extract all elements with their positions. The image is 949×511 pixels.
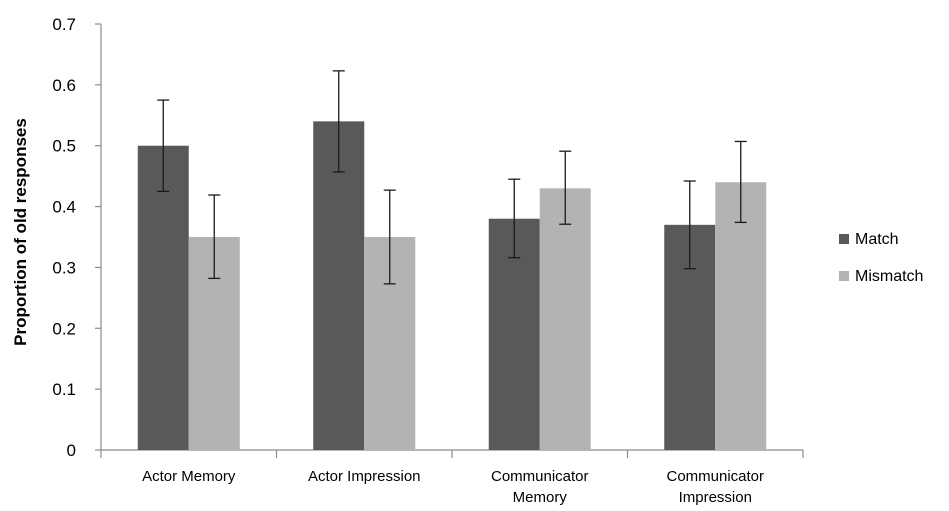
- bar-match-1: [137, 145, 189, 450]
- legend-label: Mismatch: [855, 268, 923, 285]
- y-axis-label: Proportion of old responses: [11, 118, 30, 346]
- y-tick-label: 0.3: [52, 258, 76, 277]
- legend-swatch: [839, 234, 849, 244]
- plot-area: 0 0.1 0.2 0.3 0.4 0.5 0.6 0.7 Actor Memory Actor …: [52, 15, 804, 506]
- error-bar: [157, 99, 170, 193]
- y-tick-label: 0.4: [52, 198, 76, 217]
- error-bar: [734, 140, 747, 224]
- legend-swatch: [839, 271, 849, 281]
- y-tick-label: 0: [67, 441, 76, 460]
- error-bar: [208, 194, 221, 280]
- error-bar: [332, 70, 345, 173]
- legend-label: Match: [855, 231, 899, 248]
- bar-mismatch-4: [715, 182, 767, 450]
- x-tick-label: Actor Memory: [142, 468, 236, 485]
- x-tick-label: Communicator Impression: [666, 468, 764, 506]
- bar-match-2: [313, 121, 365, 450]
- x-tick-label: Communicator Memory: [491, 468, 589, 506]
- error-bar: [508, 178, 521, 259]
- legend-item-match: Match: [839, 231, 899, 248]
- y-tick-label: 0.2: [52, 319, 76, 338]
- y-tick-label: 0.5: [52, 137, 76, 156]
- bar-mismatch-3: [539, 188, 591, 451]
- legend: Match Mismatch: [839, 231, 923, 285]
- x-tick-label: Actor Impression: [308, 468, 421, 485]
- error-bar: [683, 180, 696, 270]
- legend-item-mismatch: Mismatch: [839, 268, 923, 285]
- y-tick-label: 0.1: [52, 380, 76, 399]
- error-bar: [383, 189, 396, 285]
- error-bar: [559, 150, 572, 225]
- y-tick-label: 0.7: [52, 15, 76, 34]
- y-tick-label: 0.6: [52, 76, 76, 95]
